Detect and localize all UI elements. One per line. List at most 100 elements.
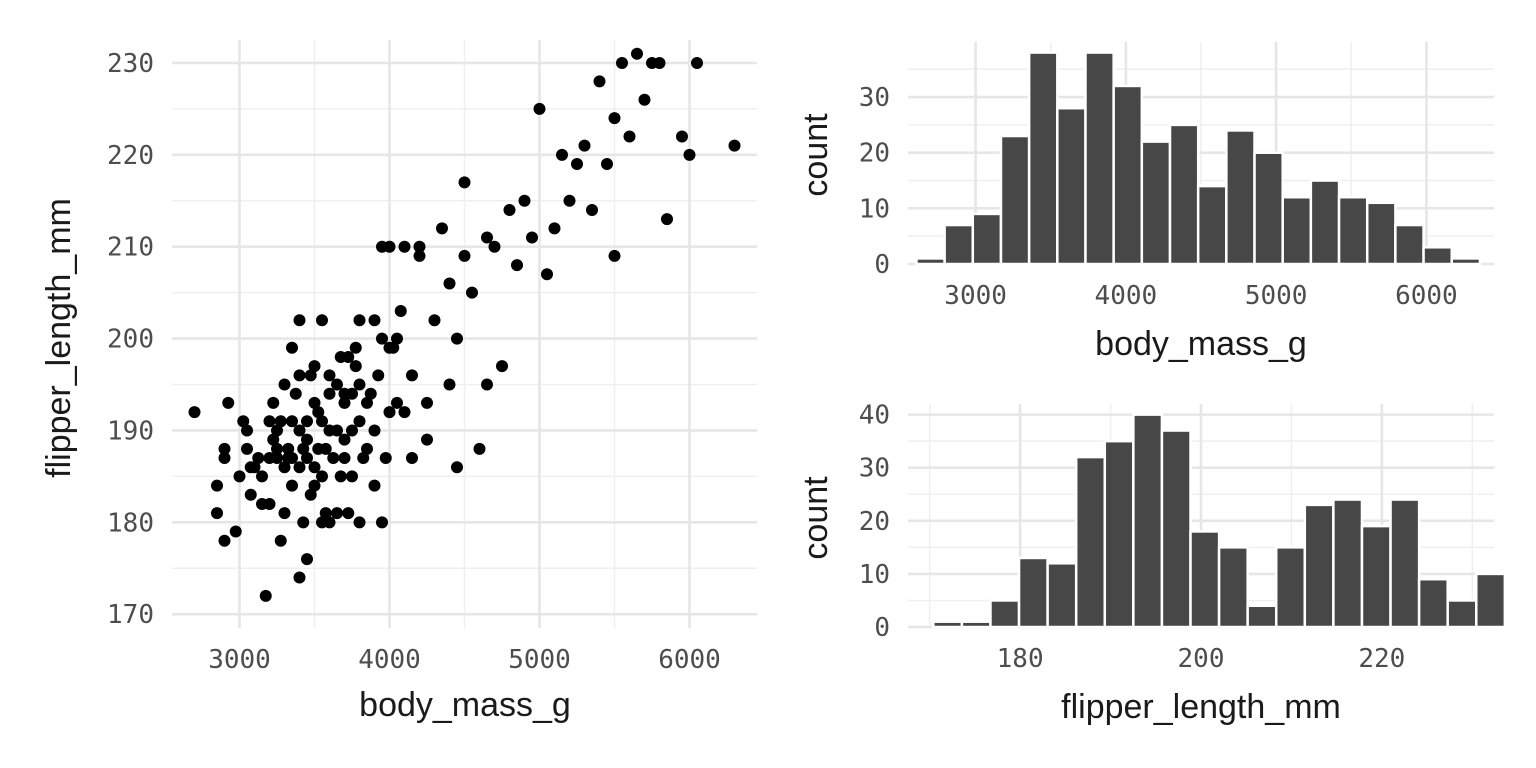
y-tick-label: 210 <box>107 233 154 263</box>
scatter-point <box>274 534 287 547</box>
scatter-point <box>608 112 621 125</box>
scatter-point <box>346 470 358 483</box>
scatter-point <box>323 369 336 382</box>
histogram-bar <box>1140 140 1172 266</box>
scatter-point <box>323 516 336 529</box>
x-tick-label: 4000 <box>1095 281 1158 311</box>
scatter-point <box>361 396 373 409</box>
scatter-point <box>286 479 298 492</box>
histogram-bar <box>1417 577 1449 629</box>
histogram-bar <box>1274 546 1307 629</box>
scatter-point <box>586 203 598 216</box>
y-tick-label: 190 <box>107 416 154 446</box>
scatter-point <box>421 433 433 446</box>
scatter-point <box>308 396 321 409</box>
scatter-point <box>319 442 332 455</box>
scatter-point <box>286 452 298 465</box>
scatter-point <box>563 194 576 207</box>
scatter-point <box>608 249 621 262</box>
scatter-point <box>349 341 362 354</box>
scatter-point <box>556 148 568 161</box>
scatter-y-tick-labels: 170 180 190 200 210 220 230 <box>107 49 154 630</box>
scatter-point <box>376 332 388 345</box>
y-tick-label: 170 <box>107 600 154 630</box>
scatter-point <box>263 497 276 510</box>
scatter-point <box>271 424 283 437</box>
y-tick-label: 40 <box>859 401 890 431</box>
histogram-bar <box>932 620 964 629</box>
flipper-histogram-x-tick-labels: 180 200 220 <box>997 644 1406 674</box>
scatter-point <box>211 507 223 520</box>
scatter-point <box>327 452 340 465</box>
scatter-point <box>518 194 531 207</box>
scatter-point <box>334 470 347 483</box>
scatter-point <box>252 452 265 465</box>
y-tick-label: 230 <box>107 49 154 79</box>
scatter-point <box>728 139 741 152</box>
scatter-point <box>451 332 463 345</box>
scatter-grid <box>172 40 757 628</box>
y-tick-label: 20 <box>859 507 890 537</box>
histogram-bar <box>1017 556 1049 629</box>
mass-histogram-x-tick-labels: 3000 4000 5000 6000 <box>944 281 1457 311</box>
histogram-bar <box>943 223 975 266</box>
scatter-point <box>533 102 546 115</box>
scatter-point <box>301 433 313 446</box>
x-tick-label: 5000 <box>508 645 571 675</box>
histogram-bar <box>999 134 1031 266</box>
histogram-bar <box>1303 503 1335 629</box>
histogram-bar <box>1253 151 1284 266</box>
scatter-point <box>653 56 666 69</box>
scatter-point <box>357 452 370 465</box>
scatter-point <box>661 213 673 226</box>
mass-histogram-panel: 3000 4000 5000 6000 0 10 20 30 body_mass_g cou… <box>797 42 1494 363</box>
scatter-point <box>319 507 332 520</box>
scatter-point <box>571 158 583 171</box>
histogram-bar <box>1225 129 1256 266</box>
scatter-point <box>304 369 317 382</box>
histogram-bar <box>1074 455 1107 629</box>
scatter-panel: 3000 4000 5000 6000 170 180 190 200 210 220 230 b… <box>40 40 757 724</box>
scatter-point <box>297 442 310 455</box>
scatter-point <box>316 470 328 483</box>
scatter-point <box>282 442 295 455</box>
scatter-point <box>331 378 343 391</box>
histogram-bar <box>1217 546 1249 629</box>
scatter-point <box>496 360 508 373</box>
histogram-bar <box>1168 123 1200 266</box>
scatter-point <box>353 415 366 428</box>
histogram-bar <box>1027 51 1059 266</box>
scatter-x-axis-title: body_mass_g <box>359 686 571 724</box>
y-tick-label: 20 <box>859 139 890 169</box>
histogram-bar <box>1309 179 1341 266</box>
scatter-point <box>481 231 493 244</box>
mass-histogram-x-axis-title: body_mass_g <box>1095 325 1307 363</box>
scatter-point <box>631 47 643 60</box>
flipper-histogram-bars <box>932 413 1507 629</box>
histogram-bar <box>1132 413 1164 629</box>
scatter-point <box>233 470 246 483</box>
scatter-point <box>526 231 538 244</box>
scatter-point <box>304 488 317 501</box>
scatter-point <box>353 378 366 391</box>
scatter-point <box>349 360 362 373</box>
scatter-point <box>379 452 392 465</box>
y-tick-label: 0 <box>874 613 890 643</box>
x-tick-label: 3000 <box>944 281 1007 311</box>
scatter-point <box>398 240 411 253</box>
scatter-point <box>458 176 471 189</box>
scatter-point <box>638 93 651 106</box>
histogram-bar <box>1103 439 1135 629</box>
scatter-point <box>293 369 306 382</box>
scatter-point <box>237 415 250 428</box>
scatter-point <box>338 452 351 465</box>
scatter-point <box>428 314 441 327</box>
scatter-point <box>451 461 463 474</box>
scatter-point <box>511 259 523 272</box>
scatter-point <box>293 424 306 437</box>
scatter-point <box>312 406 325 419</box>
x-tick-label: 200 <box>1178 644 1225 674</box>
scatter-point <box>342 350 355 363</box>
scatter-point <box>488 240 501 253</box>
